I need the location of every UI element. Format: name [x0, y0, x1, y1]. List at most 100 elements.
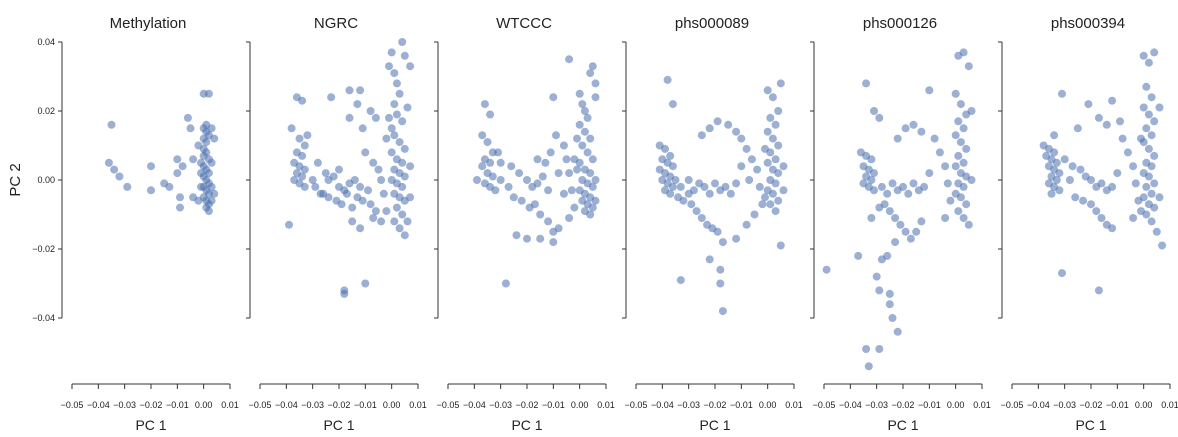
x-tick-label: −0.02 — [140, 400, 163, 410]
scatter-point — [1058, 89, 1066, 98]
x-tick-label: −0.02 — [704, 400, 727, 410]
scatter-point — [1092, 207, 1101, 216]
scatter-point — [1123, 148, 1132, 157]
scatter-point — [385, 62, 393, 71]
scatter-point — [501, 279, 510, 288]
scatter-point — [358, 124, 367, 133]
x-tick-label: −0.03 — [301, 400, 324, 410]
scatter-point — [565, 214, 574, 222]
panel-4: phs000126 −0.05 −0.04 −0.03 −0.02 −0.01 0.00 0.… — [810, 15, 991, 433]
scatter-point — [398, 182, 407, 191]
scatter-point — [311, 182, 320, 191]
scatter-point — [885, 207, 894, 216]
scatter-point — [666, 151, 675, 160]
scatter-point — [176, 203, 184, 212]
scatter-point — [1142, 82, 1151, 91]
scatter-point — [1144, 144, 1153, 153]
scatter-point — [684, 176, 693, 184]
scatter-point — [763, 127, 772, 136]
scatter-point — [663, 75, 672, 84]
scatter-point — [718, 238, 727, 247]
scatter-point — [353, 100, 362, 109]
scatter-point — [588, 182, 597, 191]
scatter-point — [324, 176, 333, 184]
scatter-point — [536, 234, 545, 243]
scatter-point — [1147, 189, 1156, 198]
scatter-point — [697, 131, 706, 140]
panel-title: NGRC — [314, 15, 358, 32]
scatter-point — [930, 134, 939, 143]
scatter-point — [165, 182, 174, 191]
scatter-point — [348, 217, 357, 226]
x-tick-label: −0.01 — [918, 400, 941, 410]
scatter-point — [1150, 48, 1159, 57]
scatter-point — [207, 158, 216, 167]
x-tick-label: −0.05 — [1001, 400, 1024, 410]
scatter-point — [559, 189, 568, 198]
scatter-point — [964, 220, 973, 229]
scatter-point — [951, 89, 960, 98]
x-tick-label: −0.01 — [166, 400, 189, 410]
scatter-point — [575, 120, 584, 129]
scatter-point — [761, 144, 769, 153]
scatter-point — [369, 158, 378, 167]
scatter-point — [771, 155, 780, 164]
scatter-point — [713, 227, 722, 236]
scatter-point — [398, 117, 407, 126]
scatter-point — [562, 155, 571, 164]
x-axis: −0.05 −0.04 −0.03 −0.02 −0.01 0.00 0.01 PC 1 — [813, 383, 991, 433]
scatter-point — [1108, 96, 1117, 105]
x-tick-label: 0.00 — [195, 400, 213, 410]
scatter-point — [1142, 182, 1151, 191]
x-tick-label: −0.03 — [677, 400, 700, 410]
scatter-point — [877, 182, 886, 191]
scatter-point — [954, 207, 963, 216]
scatter-point — [371, 113, 380, 122]
scatter-point — [697, 214, 706, 222]
scatter-point — [565, 55, 574, 64]
points — [655, 75, 788, 316]
x-axis-title: PC 1 — [699, 417, 730, 433]
scatter-point — [324, 193, 333, 202]
scatter-point — [1144, 172, 1153, 181]
scatter-point — [870, 107, 878, 115]
scatter-point — [202, 138, 211, 147]
scatter-point — [178, 162, 187, 171]
scatter-point — [586, 210, 595, 219]
scatter-point — [340, 289, 349, 298]
scatter-point — [559, 141, 568, 150]
scatter-point — [207, 182, 216, 191]
scatter-point — [371, 207, 380, 216]
scatter-point — [591, 93, 600, 102]
scatter-point — [771, 207, 780, 216]
scatter-point — [732, 234, 741, 243]
scatter-point — [541, 158, 550, 167]
scatter-point — [533, 179, 542, 188]
panel-title: Methylation — [110, 15, 187, 32]
x-tick-label: −0.04 — [839, 400, 862, 410]
scatter-point — [533, 155, 542, 164]
scatter-point — [1116, 117, 1124, 126]
scatter-point — [1052, 176, 1061, 184]
scatter-point — [883, 251, 892, 260]
y-tick-label: −0.04 — [32, 313, 55, 323]
scatter-point — [1155, 103, 1164, 112]
scatter-point — [668, 100, 677, 109]
scatter-point — [361, 148, 370, 157]
scatter-point — [700, 182, 709, 191]
scatter-point — [588, 203, 597, 212]
scatter-point — [538, 172, 547, 181]
scatter-point — [1152, 227, 1161, 236]
scatter-point — [1087, 200, 1095, 209]
scatter-point — [583, 113, 592, 122]
scatter-point — [591, 79, 600, 88]
x-tick-label: −0.01 — [1106, 400, 1129, 410]
scatter-point — [345, 113, 354, 122]
scatter-point — [747, 155, 756, 164]
scatter-point — [197, 182, 205, 191]
scatter-point — [962, 200, 971, 209]
scatter-point — [591, 176, 600, 184]
scatter-point — [1097, 214, 1106, 222]
scatter-point — [110, 165, 119, 174]
scatter-point — [1071, 193, 1080, 202]
